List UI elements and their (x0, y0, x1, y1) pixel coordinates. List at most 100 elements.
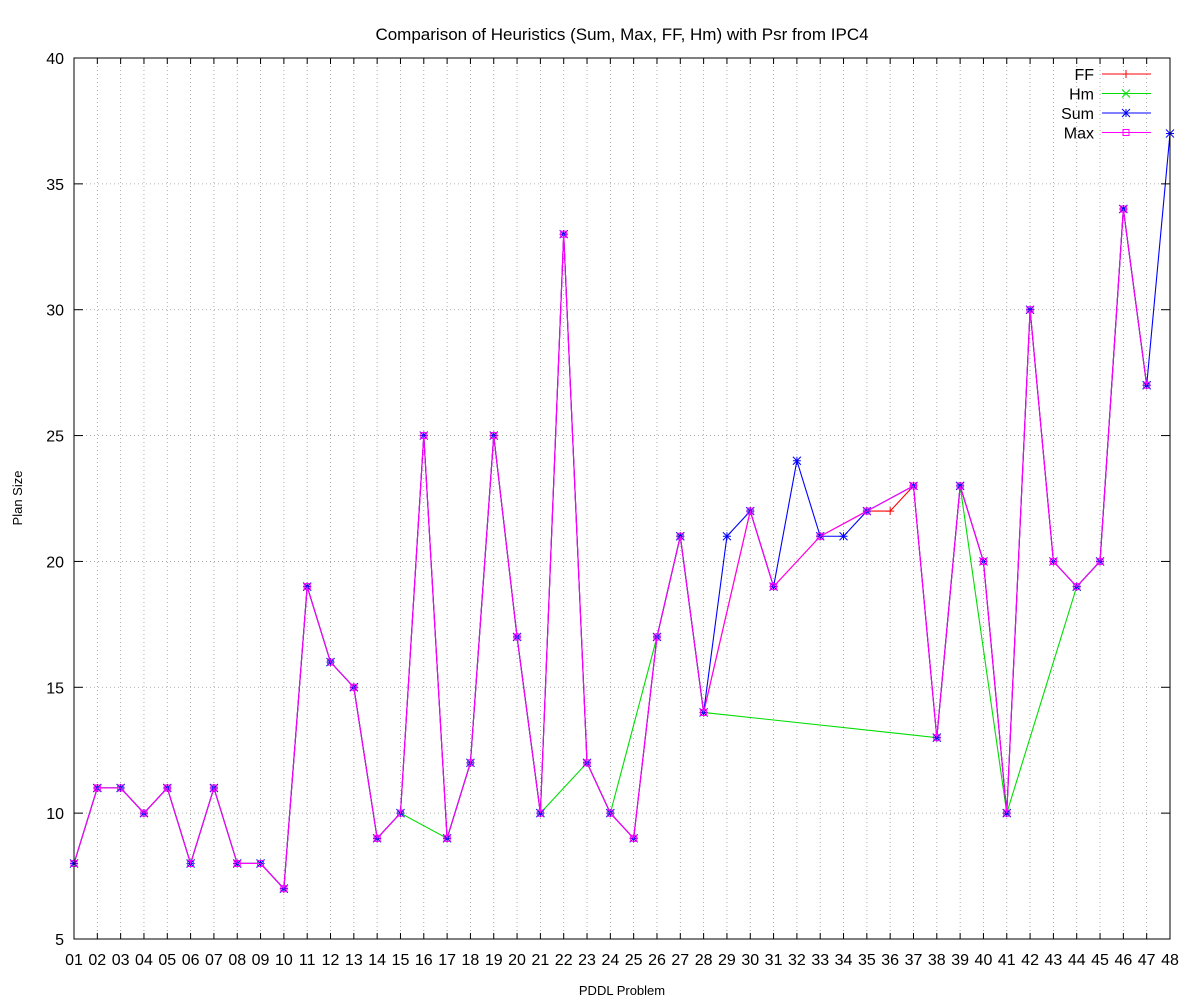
data-point (1122, 129, 1130, 136)
data-point (863, 507, 871, 515)
plot-frame (73, 57, 1171, 940)
series-ff (70, 205, 1151, 893)
data-point (1026, 306, 1034, 314)
x-tick-label: 44 (1068, 952, 1086, 969)
data-point (373, 834, 381, 842)
data-point (466, 759, 474, 767)
axis-ticks: 01 02 03 04 05 06 07 08 09 10 11 12 13 14 15 16 17 18 19 20… (46, 51, 1179, 969)
legend-item-hm: Hm (1069, 87, 1151, 104)
series-layer (69, 129, 1175, 894)
x-tick-label: 37 (905, 952, 923, 969)
data-point (606, 809, 614, 817)
x-tick-label: 19 (485, 952, 503, 969)
data-point (1121, 89, 1131, 98)
grid-lines (74, 58, 1170, 939)
x-tick-label: 05 (158, 952, 176, 969)
data-point (956, 482, 964, 490)
x-tick-label: 24 (601, 952, 619, 969)
y-axis-label: Plan Size (10, 471, 25, 526)
data-point (327, 658, 335, 666)
data-point (653, 633, 661, 641)
data-point (1049, 557, 1057, 565)
x-tick-label: 40 (975, 952, 993, 969)
data-point (443, 834, 451, 842)
series-line-max (73, 208, 1148, 890)
x-tick-label: 22 (555, 952, 573, 969)
x-tick-label: 31 (765, 952, 783, 969)
x-axis-label: PDDL Problem (579, 983, 665, 998)
data-point (350, 683, 358, 691)
x-tick-label: 04 (135, 952, 153, 969)
x-tick-label: 10 (275, 952, 293, 969)
y-tick-label: 15 (46, 680, 64, 697)
x-tick-label: 03 (112, 952, 130, 969)
data-point (886, 507, 895, 516)
x-tick-label: 29 (718, 952, 736, 969)
data-point (676, 532, 684, 540)
data-point (187, 859, 195, 867)
x-tick-label: 25 (625, 952, 643, 969)
data-point (1096, 557, 1104, 565)
data-point (1121, 108, 1131, 118)
data-point (933, 734, 941, 742)
x-tick-label: 07 (205, 952, 223, 969)
data-point (490, 432, 498, 440)
x-tick-label: 36 (881, 952, 899, 969)
data-point (1122, 70, 1130, 78)
x-tick-label: 39 (951, 952, 969, 969)
x-tick-label: 13 (345, 952, 363, 969)
x-tick-label: 14 (368, 952, 386, 969)
x-tick-label: 21 (531, 952, 549, 969)
data-point (560, 230, 568, 238)
data-point (839, 531, 848, 541)
x-tick-label: 23 (578, 952, 596, 969)
data-point (816, 532, 824, 540)
x-tick-label: 38 (928, 952, 946, 969)
series-line-sum (73, 133, 1171, 890)
x-tick-label: 46 (1114, 952, 1132, 969)
x-tick-label: 15 (392, 952, 410, 969)
data-point (700, 708, 708, 716)
series-hm (69, 204, 1152, 894)
y-tick-label: 40 (46, 51, 64, 68)
x-tick-label: 28 (695, 952, 713, 969)
data-point (770, 583, 778, 591)
x-tick-label: 27 (671, 952, 689, 969)
x-tick-label: 17 (438, 952, 456, 969)
x-tick-label: 01 (65, 952, 83, 969)
x-tick-label: 02 (88, 952, 106, 969)
x-tick-label: 18 (462, 952, 480, 969)
x-tick-label: 35 (858, 952, 876, 969)
data-point (396, 809, 404, 817)
x-tick-label: 20 (508, 952, 526, 969)
x-tick-label: 12 (322, 952, 340, 969)
y-tick-label: 5 (55, 932, 64, 949)
data-point (257, 859, 265, 867)
legend-item-sum: Sum (1061, 106, 1151, 123)
legend: FF Hm Sum Max (1061, 67, 1151, 143)
y-tick-label: 10 (46, 806, 64, 823)
data-point (93, 784, 101, 792)
y-tick-label: 20 (46, 554, 64, 571)
data-point (1003, 809, 1011, 817)
x-tick-label: 33 (811, 952, 829, 969)
chart-title: Comparison of Heuristics (Sum, Max, FF, … (375, 25, 868, 44)
data-point (210, 784, 218, 792)
x-tick-label: 30 (741, 952, 759, 969)
y-tick-label: 30 (46, 303, 64, 320)
y-tick-label: 35 (46, 177, 64, 194)
data-point (909, 482, 917, 490)
data-point (536, 809, 544, 817)
data-point (1143, 381, 1151, 389)
legend-item-ff: FF (1074, 67, 1151, 84)
legend-label: Hm (1069, 87, 1094, 104)
series-max (70, 205, 1151, 893)
data-point (722, 531, 732, 541)
x-tick-label: 06 (182, 952, 200, 969)
data-point (746, 507, 754, 515)
x-tick-label: 43 (1045, 952, 1063, 969)
x-tick-label: 26 (648, 952, 666, 969)
data-point (140, 809, 148, 817)
data-point (630, 834, 638, 842)
